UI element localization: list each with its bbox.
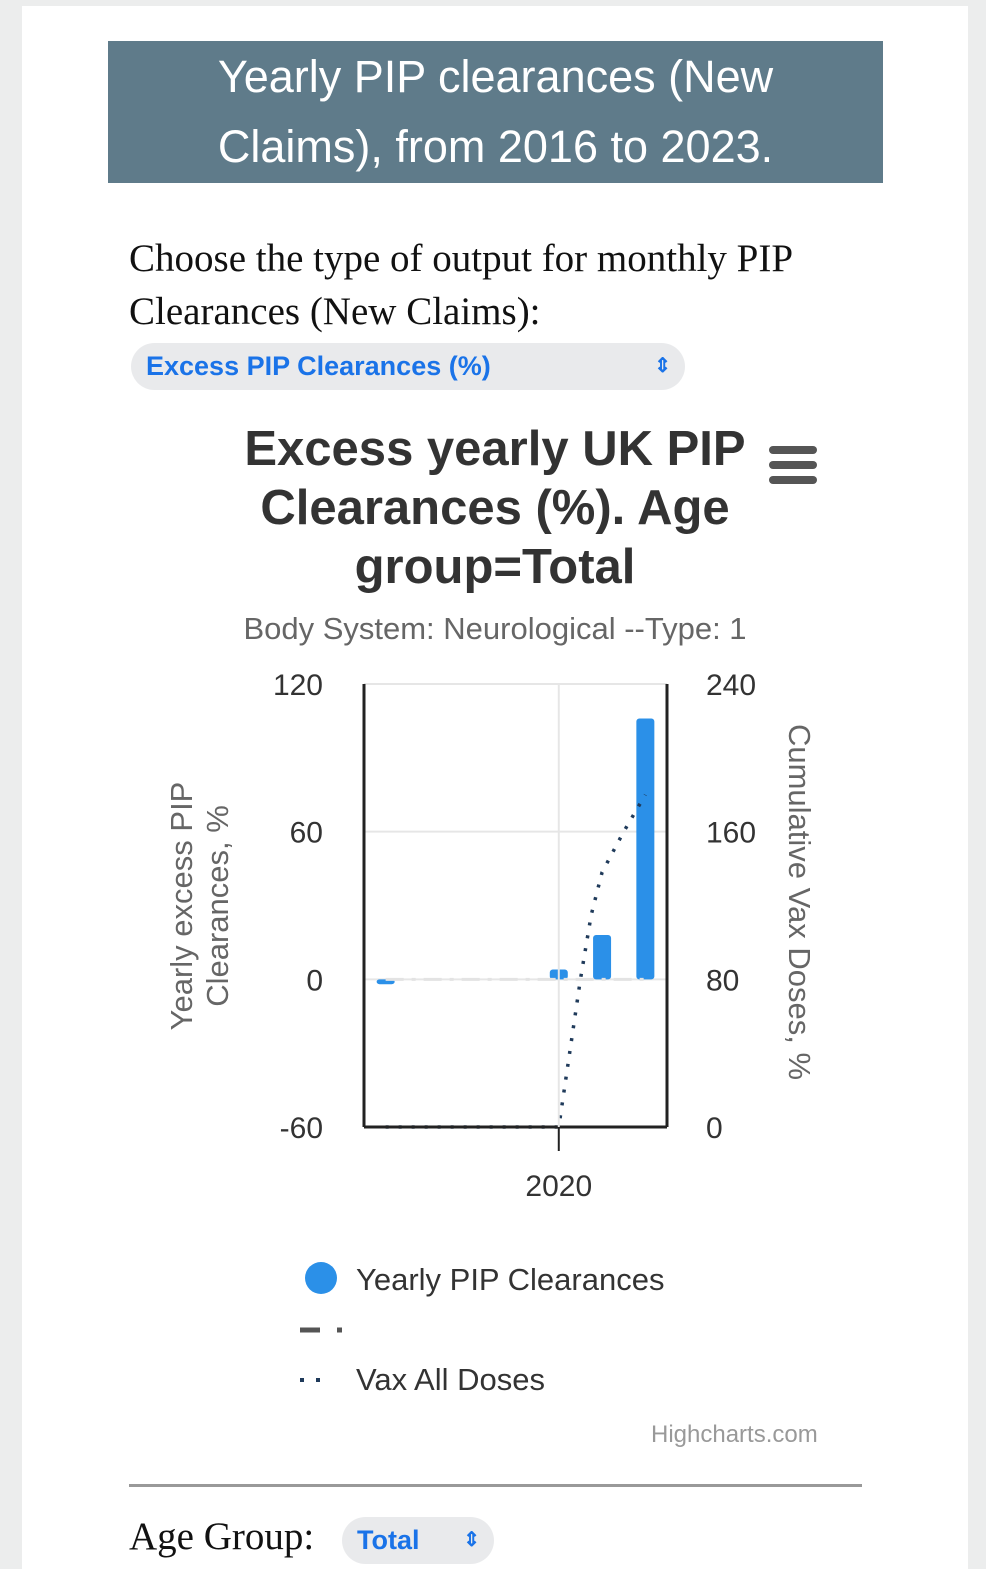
chart-title: Excess yearly UK PIP Clearances (%). Age… — [244, 422, 746, 594]
x-tick-label: 2020 — [525, 1170, 592, 1203]
y-left-tick-label: 120 — [273, 669, 323, 702]
chart-subtitle: Body System: Neurological --Type: 1 — [243, 611, 747, 646]
up-down-chevron-icon: ⇕ — [654, 355, 671, 377]
bar-2022 — [636, 718, 655, 980]
y-right-tick-label: 80 — [706, 964, 739, 997]
y-left-tick-label: 0 — [306, 964, 323, 997]
section-divider — [129, 1484, 862, 1487]
y-left-tick-label: -60 — [280, 1112, 323, 1145]
y-left-tick-label: 60 — [290, 817, 323, 850]
y-right-tick-label: 240 — [706, 669, 756, 702]
page-card — [22, 6, 968, 1569]
vax-all-doses-line — [385, 793, 647, 1129]
output-type-prompt: Choose the type of output for monthly PI… — [129, 237, 792, 333]
bar-2021 — [593, 935, 612, 980]
y-left-axis-title: Yearly excess PIPClearances, % — [164, 782, 235, 1031]
legend-symbol-yearly-pip — [305, 1262, 337, 1294]
y-right-tick-label: 0 — [706, 1112, 723, 1145]
legend-label-yearly-pip: Yearly PIP Clearances — [356, 1262, 664, 1297]
hamburger-menu-icon[interactable] — [769, 446, 817, 484]
legend-label-vax: Vax All Doses — [356, 1362, 545, 1397]
page-banner-title: Yearly PIP clearances (New Claims), from… — [108, 41, 883, 183]
age-group-select[interactable]: Total ⇕ — [342, 1517, 494, 1564]
y-right-tick-label: 160 — [706, 817, 756, 850]
output-type-select-value: Excess PIP Clearances (%) — [146, 351, 491, 381]
age-group-select-value: Total — [357, 1525, 420, 1555]
output-type-select[interactable]: Excess PIP Clearances (%) ⇕ — [131, 343, 685, 390]
y-right-axis-title: Cumulative Vax Doses, % — [782, 724, 817, 1080]
up-down-chevron-icon: ⇕ — [463, 1529, 480, 1551]
age-group-label: Age Group: — [129, 1515, 315, 1558]
highcharts-credits-link[interactable]: Highcharts.com — [651, 1421, 818, 1448]
